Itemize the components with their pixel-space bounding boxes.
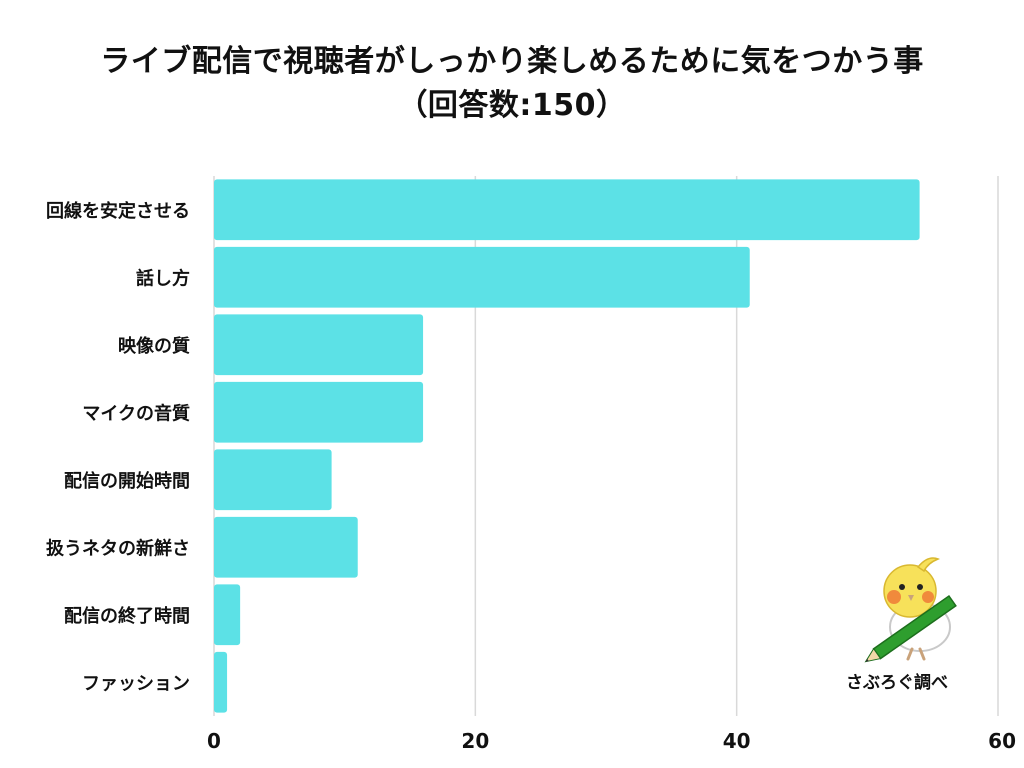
category-label-5: 配信の開始時間	[64, 470, 190, 492]
chart-title-line-2: （回答数:150）	[397, 88, 627, 123]
source-credit: さぶろぐ調べ	[846, 673, 948, 693]
bar-4	[214, 381, 424, 443]
chart-title: ライブ配信で視聴者がしっかり楽しめるために気をつかう事 （回答数:150）	[0, 40, 1024, 128]
x-tick-label-0: 0	[207, 729, 221, 753]
category-label-7: 配信の終了時間	[64, 605, 190, 627]
category-label-8: ファッション	[82, 673, 190, 694]
chart-title-line-1: ライブ配信で視聴者がしっかり楽しめるために気をつかう事	[100, 44, 924, 79]
bar-5	[214, 449, 332, 511]
bird-mascot-icon	[864, 557, 957, 663]
category-label-1: 回線を安定させる	[46, 200, 190, 222]
bar-6	[214, 516, 358, 578]
category-label-2: 話し方	[136, 267, 190, 289]
category-label-4: マイクの音質	[82, 402, 190, 424]
x-tick-label-20: 20	[461, 729, 489, 753]
bar-8	[214, 651, 228, 713]
bar-2	[214, 246, 750, 308]
x-axis-tick-labels: 0 20 40 60	[207, 729, 1016, 753]
category-label-6: 扱うネタの新鮮さ	[46, 537, 190, 559]
bar-3	[214, 314, 424, 376]
x-tick-label-40: 40	[723, 729, 751, 753]
category-labels: 回線を安定させる話し方映像の質マイクの音質配信の開始時間扱うネタの新鮮さ配信の終…	[46, 200, 190, 695]
bar-7	[214, 584, 241, 646]
bars	[214, 179, 920, 713]
bar-1	[214, 179, 920, 241]
category-label-3: 映像の質	[118, 335, 190, 357]
x-tick-label-60: 60	[988, 729, 1016, 753]
